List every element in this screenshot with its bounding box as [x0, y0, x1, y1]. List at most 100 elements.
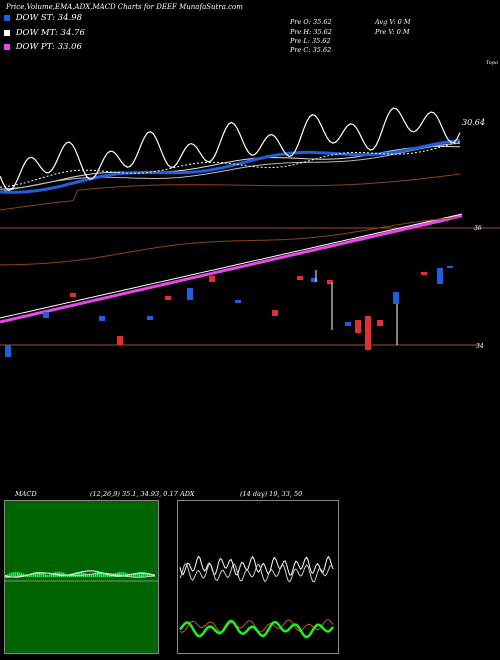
legend-dow-mt: DOW MT: 34.76 — [4, 28, 85, 38]
macd-bar-36 — [77, 572, 79, 577]
macd-bar-16 — [37, 572, 39, 577]
legend-dow-mt-label: DOW MT: 34.76 — [15, 28, 85, 38]
legend-dow-st: DOW ST: 34.98 — [4, 13, 82, 23]
macd-bar-37 — [79, 572, 81, 577]
macd-bar-15 — [35, 572, 37, 577]
candle-0 — [5, 345, 11, 357]
prev-open: Pre O: 35.62 — [290, 18, 332, 26]
macd-bar-8 — [21, 572, 23, 577]
adx-label: ADX — [180, 490, 195, 498]
adx-params: (14 day) 19, 33, 50 — [240, 490, 303, 498]
macd-bar-42 — [89, 574, 91, 577]
ema-pt-outline — [0, 213, 463, 319]
macd-bar-43 — [91, 574, 93, 577]
macd-bar-4 — [13, 572, 15, 577]
candle-18 — [393, 292, 399, 304]
ema-lower-brown-line — [0, 216, 463, 266]
macd-bar-17 — [39, 572, 41, 577]
macd-bar-35 — [75, 572, 77, 577]
price-tick-34: 34 — [476, 343, 484, 350]
macd-bar-58 — [121, 572, 123, 577]
candle-20 — [437, 268, 443, 284]
candle-10 — [272, 310, 278, 316]
legend-swatch-icon — [4, 29, 10, 36]
candle-15 — [355, 320, 361, 333]
macd-panel — [4, 500, 159, 654]
macd-bar-51 — [107, 573, 109, 577]
macd-bar-24 — [53, 572, 55, 577]
macd-bar-22 — [49, 574, 51, 577]
macd-bar-7 — [19, 572, 21, 577]
macd-bar-48 — [101, 572, 103, 577]
top-right-label: Topo — [485, 60, 498, 66]
ema-pt-line — [0, 214, 463, 324]
candle-1 — [43, 312, 49, 318]
candle-4 — [117, 336, 123, 345]
adx-svg — [179, 555, 335, 639]
legend-swatch-icon — [4, 43, 10, 50]
macd-svg — [4, 501, 158, 653]
macd-bar-14 — [33, 572, 35, 577]
macd-params: (12,26,9) 35.1, 34.93, 0.17 — [90, 490, 178, 498]
candle-14 — [345, 322, 351, 326]
price-chart — [0, 107, 500, 357]
macd-bar-52 — [109, 574, 111, 577]
macd-bar-11 — [27, 574, 29, 577]
macd-bar-50 — [105, 573, 107, 577]
macd-bar-41 — [87, 574, 89, 577]
macd-bar-47 — [99, 572, 101, 577]
legend-dow-pt-label: DOW PT: 33.06 — [15, 42, 82, 52]
prev-low: Pre L: 35.62 — [290, 37, 331, 45]
macd-bar-68 — [141, 572, 143, 577]
macd-bar-6 — [17, 572, 19, 577]
ema-long-line — [0, 173, 461, 211]
avg-volume: Avg V: 0 M — [375, 18, 411, 26]
candle-16 — [365, 316, 371, 350]
candle-8 — [209, 276, 215, 282]
macd-bar-70 — [145, 572, 147, 577]
price-tick-36: 36 — [474, 225, 482, 232]
macd-bar-13 — [31, 572, 33, 577]
macd-bar-64 — [133, 573, 135, 577]
candle-7 — [187, 288, 193, 300]
macd-bar-19 — [43, 573, 45, 577]
macd-bar-44 — [93, 573, 95, 577]
candle-9 — [235, 300, 241, 303]
candle-11 — [297, 276, 303, 280]
macd-bar-23 — [51, 573, 53, 577]
candle-21 — [447, 266, 453, 268]
ema-mid2-line — [0, 142, 461, 192]
macd-bar-65 — [135, 573, 137, 577]
adx-line — [179, 619, 335, 639]
price-label: 30.64 — [462, 118, 485, 127]
legend-dow-st-label: DOW ST: 34.98 — [15, 13, 83, 23]
macd-bar-2 — [9, 573, 11, 577]
candle-19 — [421, 272, 427, 275]
adx-minus-di-line — [179, 563, 334, 583]
candle-6 — [165, 296, 171, 300]
macd-bar-67 — [139, 572, 141, 577]
macd-bar-3 — [11, 572, 13, 577]
macd-bar-63 — [131, 574, 133, 577]
macd-signal-line — [5, 572, 156, 578]
legend-swatch-icon — [4, 14, 10, 21]
prev-close: Pre C: 35.62 — [290, 46, 332, 54]
chart-title: Price,Volume,EMA,ADX,MACD Charts for DEE… — [6, 3, 243, 11]
candle-12 — [311, 278, 317, 282]
candle-3 — [99, 316, 105, 321]
ema-short-line — [0, 139, 461, 194]
macd-bar-20 — [45, 574, 47, 577]
macd-bar-49 — [103, 572, 105, 577]
macd-bar-1 — [7, 574, 9, 577]
macd-bar-34 — [73, 572, 75, 577]
macd-bar-71 — [147, 573, 149, 577]
ema-dotted-line — [0, 141, 461, 188]
candle-13 — [327, 280, 333, 284]
legend-dow-pt: DOW PT: 33.06 — [4, 42, 82, 52]
macd-bar-66 — [137, 572, 139, 577]
macd-bar-72 — [149, 573, 151, 577]
macd-label: MACD — [15, 490, 37, 498]
macd-bar-38 — [81, 572, 83, 577]
candle-17 — [377, 320, 383, 326]
macd-bar-18 — [41, 572, 43, 577]
